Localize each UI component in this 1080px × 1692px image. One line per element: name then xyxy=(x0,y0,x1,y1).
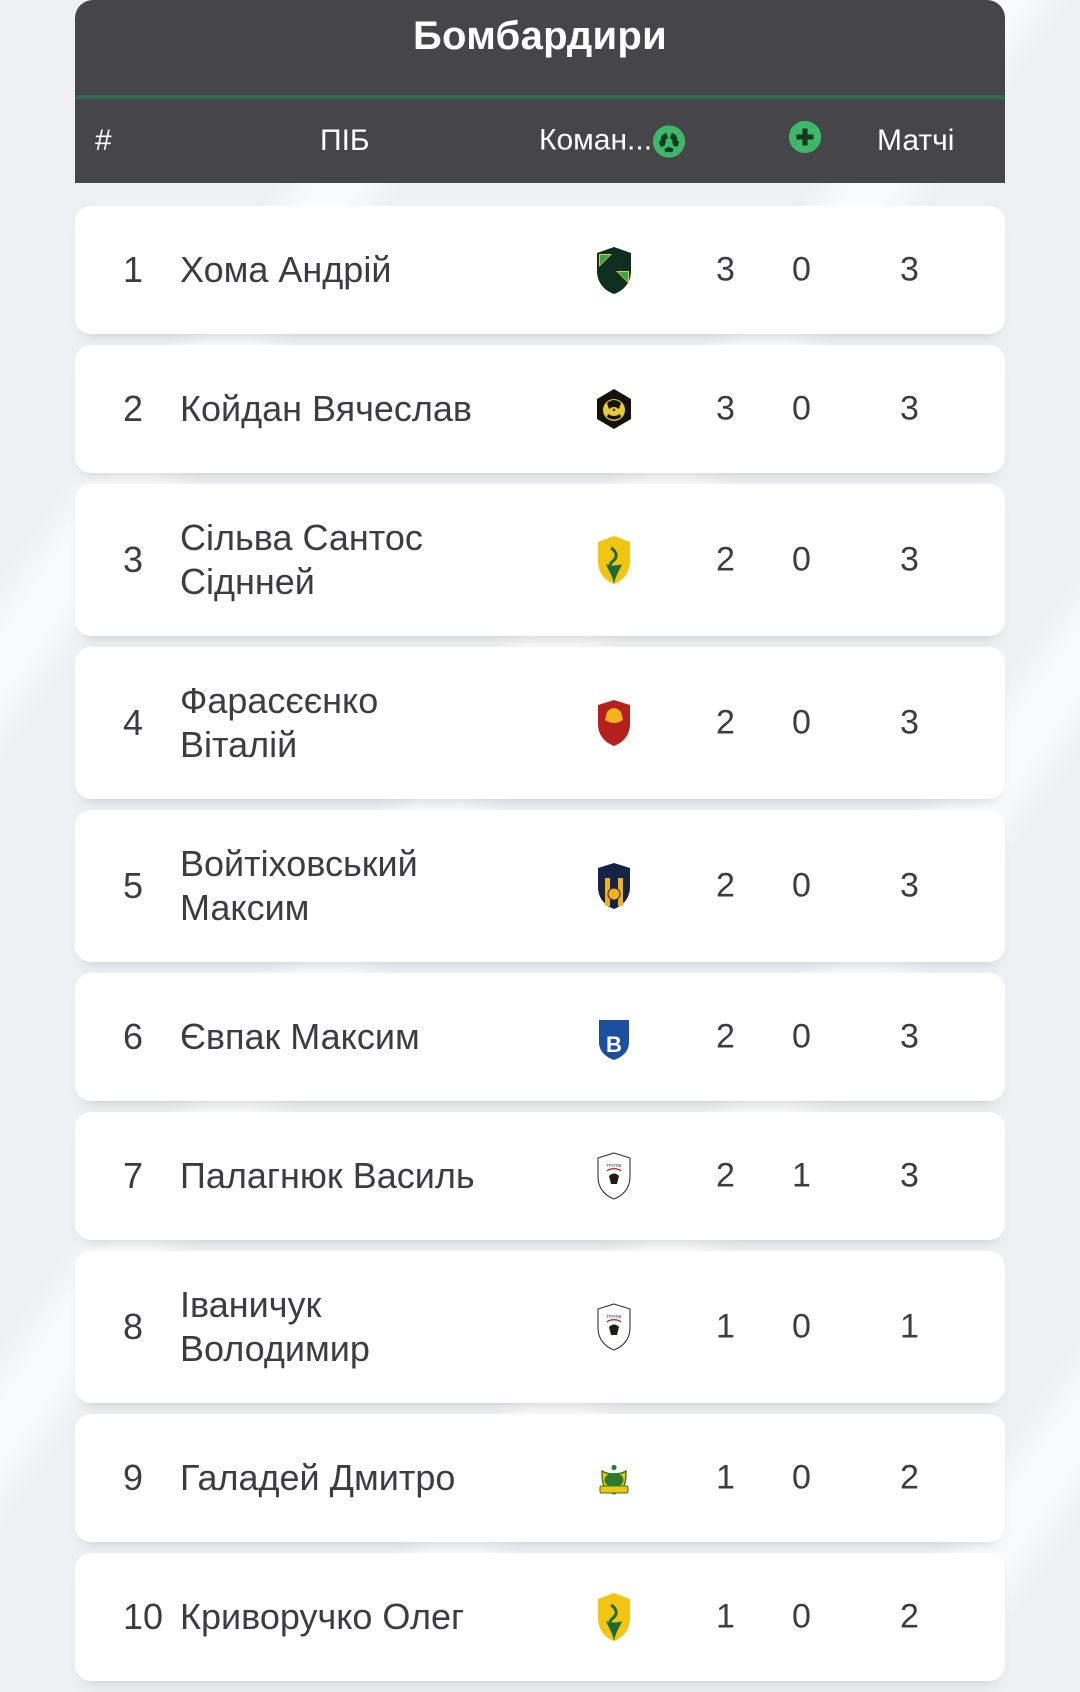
svg-text:B: B xyxy=(606,1032,622,1057)
svg-text:ГРУПІВ: ГРУПІВ xyxy=(607,1163,622,1168)
svg-text:ГРУПІВ: ГРУПІВ xyxy=(607,1314,622,1319)
